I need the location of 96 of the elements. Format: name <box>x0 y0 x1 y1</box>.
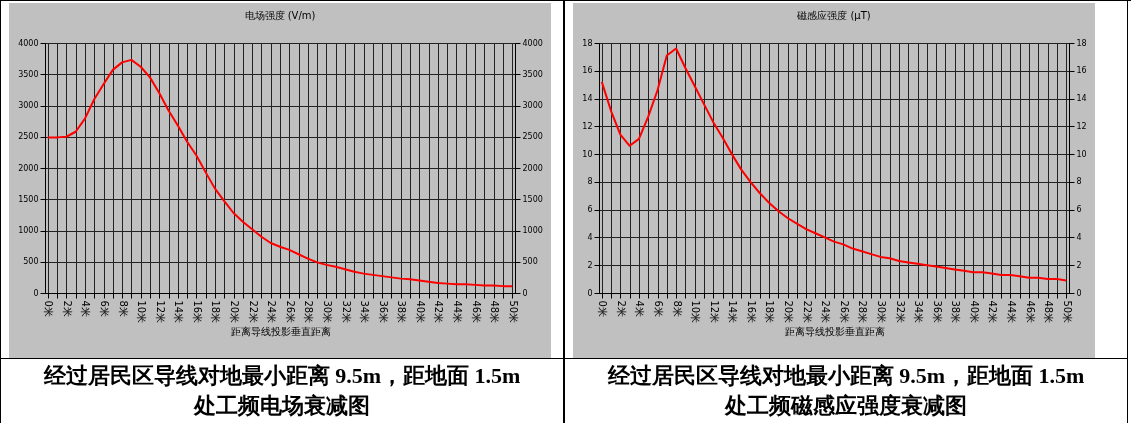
y-tick-label: 1000 <box>18 226 39 235</box>
y2-tick-label: 1000 <box>522 226 543 235</box>
y-tick-label: 16 <box>582 66 593 76</box>
x-tick-label: 20米 <box>229 300 241 324</box>
x-tick-label: 6米 <box>99 300 111 317</box>
x-tick-label: 10米 <box>690 300 702 324</box>
x-tick-label: 0米 <box>597 300 609 317</box>
x-tick-label: 30米 <box>875 300 887 324</box>
x-tick-label: 48米 <box>1043 300 1055 324</box>
x-tick-label: 32米 <box>340 300 352 324</box>
y2-tick-label: 0 <box>522 288 528 298</box>
x-tick-label: 48米 <box>489 300 501 324</box>
y2-tick-label: 18 <box>1076 38 1087 48</box>
y2-tick-label: 2 <box>1076 260 1082 270</box>
x-tick-label: 28米 <box>857 300 869 324</box>
text: 经过居民区导线对地最小距离 9.5m，距地面 1.5m 处工频磁感应强度衰减图 <box>565 358 1127 423</box>
x-tick-label: 42米 <box>433 300 445 324</box>
y-tick-label: 3500 <box>18 69 39 79</box>
chart-title: 磁感应强度 (μT) <box>796 10 871 21</box>
y-tick-label: 2000 <box>18 163 39 173</box>
x-tick-label: 38米 <box>950 300 962 324</box>
x-tick-label: 18米 <box>764 300 776 324</box>
y2-tick-label: 2000 <box>522 163 543 173</box>
x-tick-label: 36米 <box>931 300 943 324</box>
x-tick-label: 18米 <box>210 300 222 324</box>
x-tick-label: 42米 <box>987 300 999 324</box>
y2-tick-label: 2500 <box>522 132 543 142</box>
x-tick-label: 10米 <box>136 300 148 324</box>
x-tick-label: 40米 <box>414 300 426 324</box>
x-tick-label: 26米 <box>284 300 296 324</box>
x-tick-label: 8米 <box>117 300 129 317</box>
x-tick-label: 34米 <box>913 300 925 324</box>
y2-tick-label: 16 <box>1076 66 1087 76</box>
x-tick-label: 24米 <box>266 300 278 324</box>
x-tick-label: 16米 <box>191 300 203 324</box>
x-tick-label: 14米 <box>173 300 185 324</box>
x-tick-label: 4米 <box>80 300 92 317</box>
x-tick-label: 28米 <box>303 300 315 324</box>
y2-tick-label: 500 <box>522 257 538 267</box>
x-tick-label: 34米 <box>359 300 371 324</box>
y-tick-label: 0 <box>587 288 593 298</box>
y2-tick-label: 1500 <box>522 194 543 204</box>
y2-tick-label: 3500 <box>522 69 543 79</box>
y-tick-label: 4 <box>587 232 593 242</box>
y-tick-label: 14 <box>582 94 593 104</box>
x-tick-label: 20米 <box>783 300 795 324</box>
x-tick-label: 2米 <box>615 300 627 317</box>
y-tick-label: 2 <box>587 260 593 270</box>
x-tick-label: 50米 <box>1061 300 1073 324</box>
x-tick-label: 36米 <box>377 300 389 324</box>
x-tick-label: 46米 <box>1024 300 1036 324</box>
text: 经过居民区导线对地最小距离 9.5m，距地面 1.5m 处工频电场衰减图 <box>1 358 563 423</box>
x-tick-label: 40米 <box>968 300 980 324</box>
x-tick-label: 26米 <box>838 300 850 324</box>
x-tick-label: 32米 <box>894 300 906 324</box>
y2-tick-label: 14 <box>1076 94 1087 104</box>
x-tick-label: 22米 <box>801 300 813 324</box>
x-tick-label: 16米 <box>745 300 757 324</box>
x-tick-label: 46米 <box>470 300 482 324</box>
x-tick-label: 12米 <box>154 300 166 324</box>
y-tick-label: 4000 <box>18 38 39 48</box>
y2-tick-label: 4000 <box>522 38 543 48</box>
x-tick-label: 38米 <box>396 300 408 324</box>
y2-tick-label: 4 <box>1076 232 1082 242</box>
y-tick-label: 1500 <box>18 194 39 204</box>
x-tick-label: 30米 <box>321 300 333 324</box>
y2-tick-label: 12 <box>1076 121 1087 131</box>
x-tick-label: 24米 <box>820 300 832 324</box>
y-tick-label: 3000 <box>18 101 39 110</box>
y-tick-label: 10 <box>582 149 593 159</box>
y2-tick-label: 0 <box>1076 288 1082 298</box>
y-tick-label: 12 <box>582 121 593 131</box>
y-tick-label: 2500 <box>18 132 39 142</box>
x-tick-label: 50米 <box>507 300 519 324</box>
y-tick-label: 8 <box>587 177 593 187</box>
x-axis-title: 距离导线投影垂直距离 <box>784 326 885 338</box>
x-tick-label: 44米 <box>451 300 463 324</box>
x-tick-label: 44米 <box>1005 300 1017 324</box>
y-tick-label: 6 <box>587 205 593 215</box>
y-tick-label: 0 <box>33 288 39 298</box>
x-tick-label: 8米 <box>671 300 683 317</box>
y2-tick-label: 10 <box>1076 149 1087 159</box>
x-tick-label: 0米 <box>43 300 55 317</box>
x-tick-label: 14米 <box>727 300 739 324</box>
x-tick-label: 22米 <box>247 300 259 324</box>
y2-tick-label: 3000 <box>522 101 543 110</box>
y2-tick-label: 6 <box>1076 205 1082 215</box>
x-tick-label: 6米 <box>653 300 665 317</box>
y-tick-label: 18 <box>582 38 593 48</box>
x-tick-label: 12米 <box>708 300 720 324</box>
x-tick-label: 2米 <box>61 300 73 317</box>
chart-title: 电场强度 (V/m) <box>244 10 316 21</box>
y-tick-label: 500 <box>23 257 39 267</box>
x-axis-title: 距离导线投影垂直距离 <box>230 326 331 338</box>
x-tick-label: 4米 <box>634 300 646 317</box>
y2-tick-label: 8 <box>1076 177 1082 187</box>
